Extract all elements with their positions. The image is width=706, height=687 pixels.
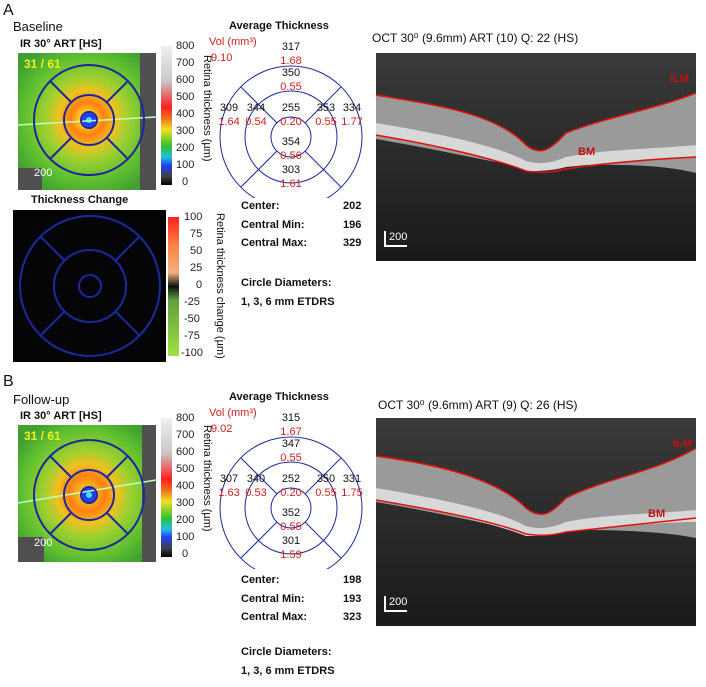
- panel-a-center-value: 202: [343, 200, 362, 212]
- panel-b-inner-right-thk: 350: [317, 473, 335, 485]
- panel-b-thickness-ticks: 800 700 600 500 400 300 200 100 0: [176, 412, 195, 560]
- panel-a-change-axis-label: Retina thickness change (µm): [214, 213, 226, 359]
- panel-a-letter: A: [3, 2, 14, 19]
- panel-a-avg-title: Average Thickness: [229, 20, 329, 32]
- panel-b-oct-scan: ILM BM 200: [376, 418, 696, 626]
- panel-b-oct-scale: 200: [384, 596, 408, 612]
- panel-a-inner-right-vol: 0.55: [315, 116, 336, 128]
- panel-b-max-value: 323: [343, 611, 362, 623]
- panel-a-min-value: 196: [343, 219, 362, 231]
- panel-a-outer-bottom-thk: 303: [282, 164, 300, 176]
- panel-a-outer-bottom-vol: 1.61: [280, 178, 301, 190]
- panel-b-inner-top-vol: 0.55: [280, 452, 301, 464]
- panel-a-change-colorbar: [168, 217, 179, 356]
- panel-b-inner-left-vol: 0.53: [245, 487, 266, 499]
- panel-b-stats: Center: 198 Central Min: 193 Central Max…: [241, 574, 362, 623]
- panel-b-outer-top-thk: 315: [282, 412, 300, 424]
- panel-b-center-thk: 252: [282, 473, 300, 485]
- panel-b-outer-left-vol: 1.63: [218, 487, 239, 499]
- panel-a-circle-value: 1, 3, 6 mm ETDRS: [241, 296, 335, 308]
- panel-a-inner-bottom-vol: 0.56: [280, 150, 301, 162]
- panel-b-oct-title: OCT 30⁰ (9.6mm) ART (9) Q: 26 (HS): [378, 398, 578, 412]
- panel-a-image-counter: 31 / 61: [24, 57, 61, 71]
- panel-a-oct-title: OCT 30⁰ (9.6mm) ART (10) Q: 22 (HS): [372, 31, 579, 45]
- panel-b-etdrs-grid: Vol (mm³) 9.02 315 1.67 347 0.55 307 1.6…: [209, 407, 363, 569]
- panel-b-outer-bottom-thk: 301: [282, 535, 300, 547]
- panel-a-etdrs-grid: Vol (mm³) 9.10 317 1.68 350 0.55 309 1.6…: [209, 36, 363, 198]
- panel-a-inner-left-thk: 344: [247, 102, 265, 114]
- panel-b-ir-title: IR 30° ART [HS]: [20, 410, 102, 422]
- panel-a-thickness-colorbar: [161, 46, 172, 185]
- panel-b-bm-label: BM: [648, 508, 666, 520]
- panel-a-inner-bottom-thk: 354: [282, 136, 300, 148]
- panel-b-avg-title: Average Thickness: [229, 391, 329, 403]
- panel-b-inner-left-thk: 340: [247, 473, 265, 485]
- panel-b-thickness-colorbar: [161, 418, 172, 557]
- panel-a-center-vol: 0.20: [280, 116, 301, 128]
- panel-a-outer-right-thk: 334: [343, 102, 361, 114]
- panel-a-bm-label: BM: [578, 146, 596, 158]
- panel-a-outer-top-vol: 1.68: [280, 55, 301, 67]
- panel-a-inner-top-thk: 350: [282, 67, 300, 79]
- panel-b-outer-bottom-vol: 1.59: [280, 549, 301, 561]
- panel-b-inner-top-thk: 347: [282, 438, 300, 450]
- panel-b-ilm-label: ILM: [673, 438, 692, 450]
- panel-b-vol-label: Vol (mm³): [209, 407, 257, 419]
- panel-a-name: Baseline: [13, 19, 63, 34]
- panel-b-min-value: 193: [343, 593, 362, 605]
- panel-a-change-ticks: 100 75 50 25 0 -25 -50 -75 -100: [181, 211, 204, 359]
- panel-a-oct-scan: ILM BM 200: [376, 53, 696, 261]
- panel-a-thickness-ticks: 800 700 600 500 400 300 200 100 0: [176, 40, 195, 188]
- panel-b-inner-bottom-vol: 0.55: [280, 521, 301, 533]
- panel-a-outer-top-thk: 317: [282, 41, 300, 53]
- panel-a-stats: Center: 202 Central Min: 196 Central Max…: [241, 200, 362, 249]
- panel-a-max-value: 329: [343, 237, 362, 249]
- panel-b-center-vol: 0.20: [280, 487, 301, 499]
- panel-a-center-thk: 255: [282, 102, 300, 114]
- panel-b-image-counter: 31 / 61: [24, 429, 61, 443]
- panel-b-letter: B: [3, 373, 14, 390]
- panel-b-outer-top-vol: 1.67: [280, 426, 301, 438]
- panel-a-outer-left-thk: 309: [220, 102, 238, 114]
- panel-a-oct-scale: 200: [384, 231, 408, 247]
- panel-a-ilm-label: ILM: [670, 73, 689, 85]
- panel-b-outer-left-thk: 307: [220, 473, 238, 485]
- panel-b-outer-right-vol: 1.75: [341, 487, 362, 499]
- panel-a-outer-right-vol: 1.77: [341, 116, 362, 128]
- panel-b-name: Follow-up: [13, 392, 70, 407]
- panel-b-circle-value: 1, 3, 6 mm ETDRS: [241, 665, 335, 677]
- panel-b-thickness-map: 31 / 61 200: [18, 425, 156, 562]
- panel-a-total-vol: 9.10: [211, 52, 232, 64]
- panel-b-inner-bottom-thk: 352: [282, 507, 300, 519]
- panel-a-change-title: Thickness Change: [31, 194, 129, 206]
- panel-a-inner-right-thk: 353: [317, 102, 335, 114]
- panel-a-outer-left-vol: 1.64: [218, 116, 239, 128]
- panel-b-outer-right-thk: 331: [343, 473, 361, 485]
- panel-b-inner-right-vol: 0.55: [315, 487, 336, 499]
- panel-a-circle-title: Circle Diameters:: [241, 277, 332, 289]
- panel-b-scale-marker: 200: [34, 537, 53, 549]
- panel-b-circle-title: Circle Diameters:: [241, 646, 332, 658]
- panel-a-vol-label: Vol (mm³): [209, 36, 257, 48]
- panel-a-inner-top-vol: 0.55: [280, 81, 301, 93]
- panel-b-total-vol: 9.02: [211, 423, 232, 435]
- panel-a-ir-title: IR 30° ART [HS]: [20, 38, 102, 50]
- panel-a-change-map: [13, 210, 166, 362]
- panel-a-inner-left-vol: 0.54: [245, 116, 266, 128]
- panel-a-thickness-map: 31 / 61 200: [18, 53, 156, 190]
- panel-a-scale-marker: 200: [34, 167, 53, 179]
- panel-b-center-value: 198: [343, 574, 362, 586]
